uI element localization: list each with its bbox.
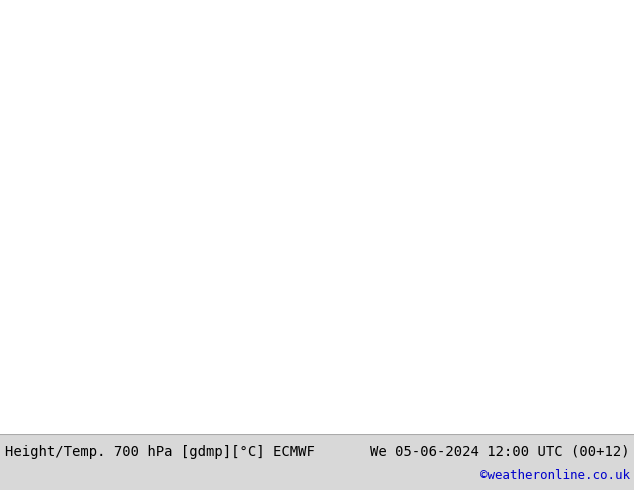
Text: Height/Temp. 700 hPa [gdmp][°C] ECMWF: Height/Temp. 700 hPa [gdmp][°C] ECMWF	[5, 445, 315, 459]
Text: ©weatheronline.co.uk: ©weatheronline.co.uk	[480, 469, 630, 483]
Text: We 05-06-2024 12:00 UTC (00+12): We 05-06-2024 12:00 UTC (00+12)	[370, 445, 630, 459]
